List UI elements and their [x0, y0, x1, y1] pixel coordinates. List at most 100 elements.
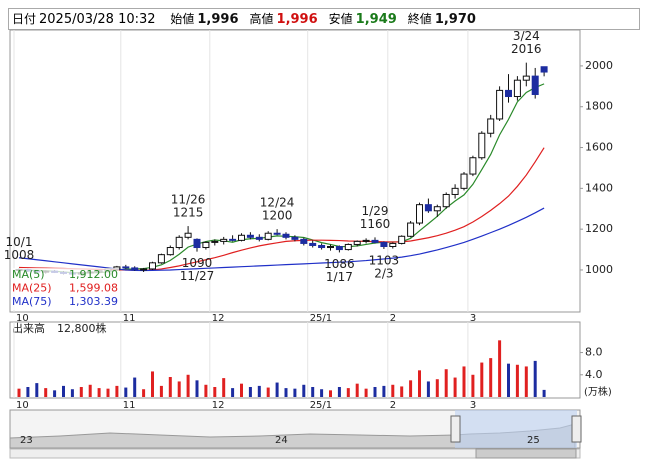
- volume-bar: [257, 385, 261, 397]
- volume-unit: (万株): [584, 385, 612, 398]
- x-tick-label: 2: [390, 313, 396, 324]
- x-tick-label: 10: [16, 400, 29, 411]
- candle-body: [202, 241, 210, 249]
- candle-body: [371, 239, 379, 243]
- volume-bar: [346, 388, 350, 397]
- datetime: 2025/03/28 10:32: [39, 12, 156, 27]
- annotation-date: 11/26: [171, 193, 206, 207]
- volume-bar: [462, 366, 466, 397]
- volume-bar: [142, 389, 146, 397]
- legend-name: MA(75): [12, 295, 52, 308]
- annotation-date: 10/1: [6, 235, 33, 249]
- volume-bar: [364, 388, 368, 397]
- volume-bar: [240, 383, 243, 397]
- annotation-date: 1/17: [326, 270, 353, 284]
- volume-bar: [320, 389, 324, 397]
- candle-body: [424, 204, 432, 212]
- candle-body: [469, 157, 477, 175]
- x-tick-label: 12: [212, 400, 225, 411]
- annotation-date: 12/24: [260, 196, 295, 210]
- candle-body: [344, 243, 352, 251]
- volume-bar: [124, 387, 128, 397]
- scrollbar[interactable]: [9, 448, 581, 459]
- navigator-window[interactable]: [455, 410, 577, 448]
- candle-body: [451, 187, 459, 195]
- annotation-value: 1160: [360, 217, 391, 231]
- annotation-date: 3/24: [513, 29, 540, 43]
- candle-body: [398, 235, 406, 244]
- candle-body: [149, 262, 156, 270]
- volume-bar: [337, 387, 341, 397]
- candle-body: [460, 173, 468, 189]
- candle-body: [496, 89, 504, 120]
- x-tick-label: 3: [470, 313, 476, 324]
- volume-bar: [44, 388, 48, 397]
- volume-bar: [177, 381, 181, 397]
- volume-bar: [400, 386, 404, 397]
- quote-label: 始値: [170, 12, 195, 26]
- volume-bar: [409, 380, 413, 397]
- volume-bar: [444, 369, 448, 397]
- candle-body: [505, 89, 512, 98]
- navigator-handle[interactable]: [571, 415, 582, 443]
- candle-body: [327, 245, 334, 249]
- navigator-handle[interactable]: [450, 415, 461, 443]
- volume-bar: [391, 384, 395, 397]
- candle-body: [282, 233, 290, 238]
- annotation-value: 1090: [182, 256, 213, 270]
- x-tick-label: 10: [16, 313, 29, 324]
- x-tick-label: 11: [123, 400, 136, 411]
- volume-bar: [426, 381, 430, 397]
- candle-body: [309, 242, 317, 246]
- volume-bar: [231, 388, 235, 397]
- candle-body: [122, 266, 130, 269]
- volume-bar: [355, 383, 359, 397]
- volume-bar: [480, 362, 484, 397]
- date-label: 日付: [12, 12, 37, 26]
- navigator-label: 25: [527, 435, 540, 446]
- volume-label: 出来高: [12, 321, 45, 335]
- price-frame: [9, 29, 581, 313]
- candle-body: [246, 234, 254, 238]
- navigator-label: 24: [275, 435, 288, 446]
- annotation-value: 2016: [511, 42, 542, 56]
- ma-line: [18, 207, 545, 272]
- volume-bar: [382, 385, 386, 397]
- quote-value: 1,949: [355, 12, 397, 27]
- x-tick-label: 25/1: [310, 313, 332, 324]
- volume-bar: [88, 384, 92, 397]
- legend-name: MA(25): [12, 282, 52, 295]
- volume-bar: [26, 387, 30, 397]
- quote-label: 終値: [407, 12, 432, 26]
- candle-body: [220, 238, 228, 242]
- candle-body: [264, 232, 272, 240]
- volume-frame: [9, 321, 581, 399]
- y-tick-label: 8.0: [585, 346, 603, 359]
- candle-body: [407, 222, 415, 237]
- volume-bar: [151, 371, 154, 397]
- legend-value: 1,599.08: [69, 282, 118, 295]
- candle-body: [175, 236, 183, 249]
- quote-value: 1,996: [276, 12, 318, 27]
- volume-bar: [204, 384, 208, 397]
- scrollbar-thumb[interactable]: [475, 448, 577, 459]
- volume-bar: [266, 387, 270, 397]
- candle-body: [157, 254, 165, 264]
- legend-value: 1,912.00: [69, 268, 118, 281]
- legend-bg: [11, 268, 119, 310]
- candle-body: [513, 79, 521, 98]
- candle-body: [389, 242, 397, 247]
- volume-bar: [418, 370, 421, 397]
- candle-body: [300, 238, 308, 244]
- candle-body: [416, 204, 423, 224]
- quote-label: 安値: [328, 12, 353, 26]
- candle-body: [380, 241, 388, 247]
- volume-bar: [284, 388, 288, 397]
- candle-body: [238, 234, 245, 241]
- candle-body: [353, 240, 361, 245]
- candle-body: [362, 239, 370, 242]
- candle-body: [531, 75, 539, 95]
- volume-bar: [106, 388, 110, 397]
- y-tick-label: 1800: [585, 100, 613, 113]
